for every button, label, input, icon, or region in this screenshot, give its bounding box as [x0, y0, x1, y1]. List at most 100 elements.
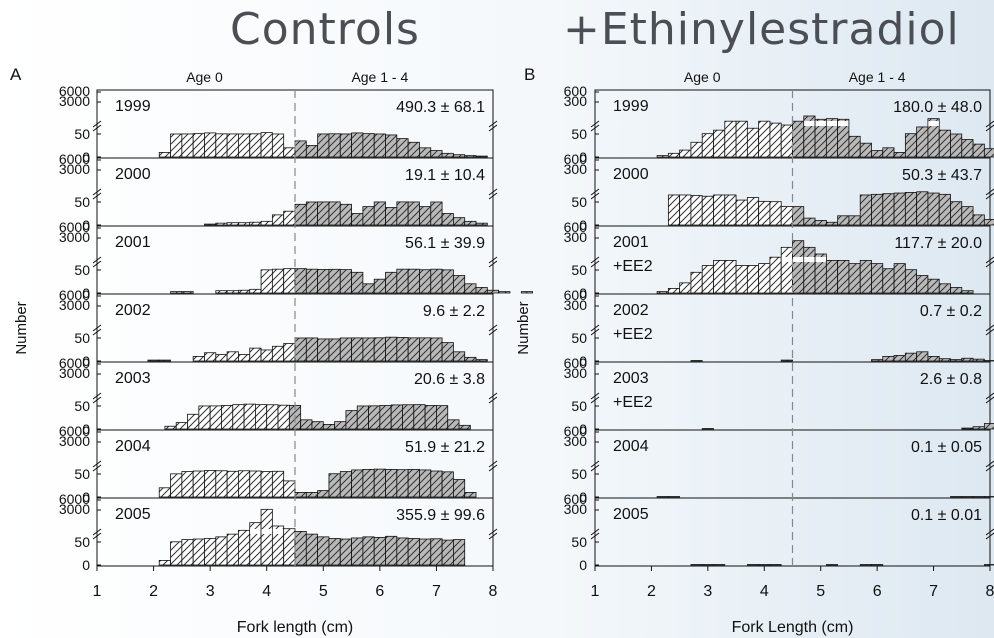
- y-tick-label: 0: [82, 353, 90, 369]
- histogram-bar: [916, 275, 929, 294]
- histogram-bar: [362, 337, 375, 362]
- y-tick-label: 600: [564, 219, 588, 235]
- y-tick-label: 600: [564, 355, 588, 371]
- histogram-bar: [475, 155, 488, 158]
- histogram-bar: [249, 288, 262, 294]
- histogram-bar: [882, 268, 895, 294]
- y-tick-label: 0: [579, 353, 587, 369]
- histogram-bar: [351, 537, 364, 566]
- histogram-bar: [407, 141, 420, 158]
- histogram-bar: [396, 337, 409, 362]
- histogram-bar: [385, 207, 398, 226]
- histogram-bar: [498, 291, 511, 294]
- axis-break-right: [488, 528, 498, 540]
- axis-break-right: [488, 324, 498, 336]
- histogram-bar: [701, 195, 714, 226]
- histogram-bar: [294, 491, 307, 498]
- y-tick-label: 300: [564, 365, 588, 381]
- mean-annotation: 355.9 ± 99.6: [396, 507, 485, 524]
- x-tick-label: 7: [929, 583, 938, 600]
- axis-break-right: [985, 256, 994, 268]
- axis-break-right: [985, 528, 994, 540]
- histogram-bar: [158, 560, 171, 566]
- bar-break-gap: [272, 529, 284, 534]
- histogram-bar: [379, 405, 392, 430]
- bar-break-gap: [781, 257, 793, 262]
- histogram-bar: [927, 278, 940, 294]
- bar-break-gap: [838, 121, 849, 126]
- y-tick-label: 50: [571, 534, 587, 550]
- age1-label: Age 1 - 4: [351, 69, 408, 85]
- histogram-bar: [475, 359, 488, 362]
- x-tick-label: 8: [489, 583, 498, 600]
- x-tick-label: 2: [149, 583, 158, 600]
- histogram-bar: [215, 470, 228, 498]
- histogram-bar: [175, 422, 188, 430]
- histogram-bar: [983, 148, 994, 158]
- histogram-bar: [351, 337, 364, 362]
- histogram-bar: [215, 222, 228, 226]
- histogram-bar: [317, 490, 330, 498]
- x-axis-label: Fork length (cm): [237, 619, 353, 636]
- histogram-bar: [339, 133, 352, 158]
- y-tick-label: 50: [74, 126, 90, 142]
- histogram-bar: [396, 201, 409, 226]
- histogram-bar: [249, 347, 262, 362]
- year-label: 2000: [613, 166, 649, 183]
- axis-break-left: [590, 324, 600, 336]
- axis-break-left: [92, 392, 102, 404]
- histogram-bar: [396, 138, 409, 158]
- histogram-bar: [339, 538, 352, 566]
- histogram-bar: [226, 533, 239, 566]
- treatment-label: +EE2: [613, 326, 653, 343]
- x-tick-label: 3: [703, 583, 712, 600]
- histogram-bar: [260, 220, 273, 226]
- histogram-bar: [328, 268, 341, 294]
- y-tick-label: 600: [564, 151, 588, 167]
- y-tick-label: 50: [74, 398, 90, 414]
- histogram-bar: [192, 133, 205, 158]
- y-tick-label: 0: [82, 149, 90, 165]
- histogram-bar: [170, 473, 183, 498]
- x-axis-label: Fork Length (cm): [732, 619, 854, 636]
- histogram-bar: [204, 223, 217, 226]
- histogram-bar: [238, 529, 251, 566]
- histogram-bar: [158, 359, 171, 362]
- age0-label: Age 0: [186, 69, 223, 85]
- y-tick-label: 0: [579, 285, 587, 301]
- y-tick-label: 50: [74, 262, 90, 278]
- mean-annotation: 56.1 ± 39.9: [405, 235, 485, 252]
- histogram-bar: [396, 469, 409, 498]
- histogram-bar: [187, 413, 200, 430]
- year-label: 2002: [115, 302, 151, 319]
- histogram-bar: [972, 143, 985, 158]
- histogram-bar: [882, 147, 895, 158]
- y-tick-label: 6000: [59, 287, 90, 303]
- y-tick-label: 50: [571, 466, 587, 482]
- y-tick-label: 300: [564, 501, 588, 517]
- histogram-bar: [266, 404, 279, 430]
- y-tick-label: 3000: [59, 161, 90, 177]
- histogram-bar: [430, 538, 443, 566]
- axis-break-left: [92, 120, 102, 132]
- histogram-bar: [373, 133, 386, 158]
- histogram-bar: [871, 359, 884, 362]
- x-tick-label: 7: [432, 583, 441, 600]
- year-label: 2002: [613, 302, 649, 319]
- histogram-bar: [430, 470, 443, 498]
- histogram-bar: [690, 271, 703, 294]
- mean-annotation: 19.1 ± 10.4: [405, 167, 485, 184]
- y-tick-label: 0: [579, 217, 587, 233]
- age1-label: Age 1 - 4: [849, 69, 906, 85]
- histogram-bar: [204, 352, 217, 362]
- year-label: 2005: [115, 506, 151, 523]
- y-tick-label: 300: [564, 433, 588, 449]
- histogram-bar: [317, 133, 330, 158]
- histogram-bar: [441, 269, 454, 294]
- mean-annotation: 0.1 ± 0.05: [911, 439, 982, 456]
- histogram-bar: [317, 269, 330, 294]
- bar-break-gap: [250, 529, 261, 534]
- histogram-bar: [701, 265, 714, 294]
- histogram-bar: [452, 351, 466, 362]
- histogram-bar: [362, 133, 375, 158]
